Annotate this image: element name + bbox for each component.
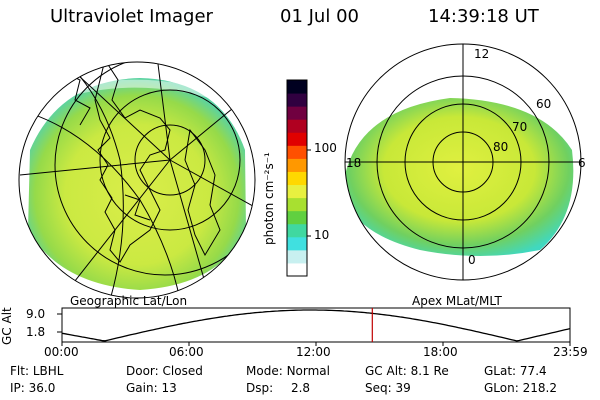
lat-label-70: 70 — [512, 120, 528, 134]
altitude-plot — [57, 307, 571, 346]
colorbar-swatch — [287, 171, 307, 186]
mlt-label-12: 12 — [474, 47, 490, 61]
flt-label: Flt: — [10, 364, 29, 378]
colorbar-swatch — [287, 223, 307, 238]
alt-xtick-4: 23:59 — [553, 345, 588, 359]
colorbar-swatch — [287, 132, 307, 146]
lat-label-60: 60 — [536, 97, 552, 111]
glat-value: 77.4 — [519, 364, 547, 378]
seq-value: 39 — [395, 381, 411, 395]
app-title: Ultraviolet Imager — [50, 6, 213, 27]
colorbar-swatch — [287, 106, 307, 120]
alt-ylabel: GC Alt — [0, 307, 14, 345]
glon-value: 218.2 — [522, 381, 557, 395]
glat-label: GLat: — [484, 364, 517, 378]
glon-label: GLon: — [484, 381, 519, 395]
mlt-label-6: 6 — [578, 156, 586, 170]
colorbar-swatch — [287, 210, 307, 225]
colorbar-tick-10: 10 — [314, 228, 330, 242]
alt-ytick-9: 9.0 — [26, 307, 46, 321]
alt-ytick-1-8: 1.8 — [26, 325, 46, 339]
continent-outline — [94, 62, 171, 263]
left-panel-caption: Geographic Lat/Lon — [70, 294, 188, 308]
colorbar-unit-label: photon cm⁻²s⁻¹ — [262, 152, 276, 245]
door-label: Door: — [126, 364, 159, 378]
flt-value: LBHL — [32, 364, 64, 378]
alt-xtick-2: 12:00 — [296, 345, 331, 359]
altitude-curve — [61, 309, 571, 342]
dsp-label: Dsp: — [246, 381, 274, 395]
mlt-label-0: 0 — [468, 253, 476, 267]
magnetic-map-panel — [344, 43, 582, 281]
colorbar-tick-100: 100 — [314, 141, 337, 155]
mode-value: Normal — [286, 364, 330, 378]
gc-alt-label: GC Alt: — [365, 364, 407, 378]
alt-xtick-3: 18:00 — [423, 345, 458, 359]
ip-label: IP: — [10, 381, 25, 395]
colorbar-swatch — [287, 197, 307, 212]
mlt-label-18: 18 — [346, 156, 362, 170]
dsp-value: 2.8 — [290, 381, 311, 395]
seq-label: Seq: — [365, 381, 392, 395]
gain-value: 13 — [161, 381, 177, 395]
colorbar — [286, 79, 311, 277]
gc-alt-value: 8.1 Re — [410, 364, 449, 378]
colorbar-swatch — [287, 262, 307, 277]
colorbar-swatch — [287, 158, 307, 172]
colorbar-swatch — [287, 119, 307, 133]
date-label: 01 Jul 00 — [280, 6, 359, 27]
colorbar-swatch — [287, 184, 307, 199]
colorbar-swatch — [287, 80, 307, 94]
lat-label-80: 80 — [493, 140, 509, 154]
time-label: 14:39:18 UT — [428, 6, 539, 27]
colorbar-swatch — [287, 145, 307, 159]
mode-label: Mode: — [246, 364, 283, 378]
colorbar-swatch — [287, 236, 307, 251]
colorbar-swatch — [287, 249, 307, 264]
geographic-map-panel — [18, 61, 256, 299]
alt-xtick-0: 00:00 — [44, 345, 79, 359]
aurora-emission-right — [345, 98, 574, 256]
gain-label: Gain: — [126, 381, 158, 395]
right-panel-caption: Apex MLat/MLT — [412, 294, 502, 308]
colorbar-swatch — [287, 93, 307, 107]
alt-xtick-1: 06:00 — [169, 345, 204, 359]
mlat-mlt-grid — [344, 43, 582, 281]
ip-value: 36.0 — [28, 381, 56, 395]
door-value: Closed — [162, 364, 203, 378]
